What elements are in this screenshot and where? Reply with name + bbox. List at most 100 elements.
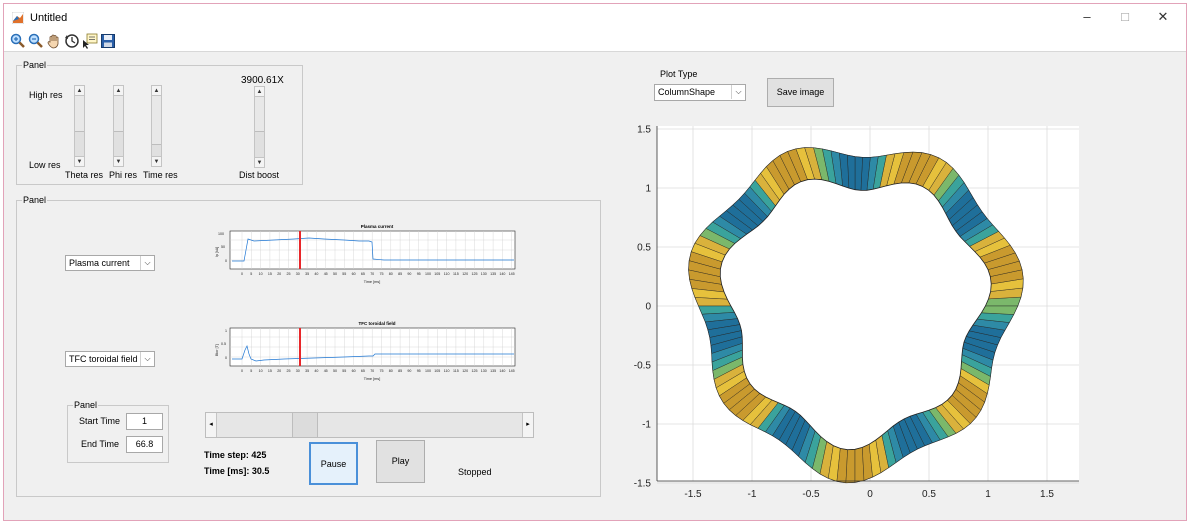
x-tick: 40	[314, 369, 318, 373]
slider-thumb[interactable]	[292, 413, 318, 437]
y-tick: 0	[645, 302, 651, 313]
y-tick: 1	[645, 184, 651, 195]
x-tick: 110	[444, 369, 450, 373]
slider-down-arrow-icon[interactable]: ▼	[114, 156, 123, 166]
start-time-label: Start Time	[79, 416, 121, 426]
x-tick: 40	[314, 272, 318, 276]
time-res-label: Time res	[143, 170, 178, 180]
y-tick: 100	[218, 232, 224, 236]
x-tick: 5	[250, 369, 252, 373]
x-tick: 55	[342, 369, 346, 373]
x-tick: 125	[472, 272, 478, 276]
dist-boost-label: Dist boost	[239, 170, 280, 180]
y-tick: 50	[221, 245, 225, 249]
end-time-input[interactable]: 66.8	[126, 436, 163, 453]
y-tick: 0.5	[637, 243, 651, 254]
x-tick: 10	[259, 272, 263, 276]
signal-select-2[interactable]: TFC toroidal field ⌵	[65, 351, 155, 367]
x-tick: 0.5	[922, 489, 936, 500]
x-tick: 120	[462, 369, 468, 373]
x-tick: 130	[481, 369, 487, 373]
signal-select-1[interactable]: Plasma current ⌵	[65, 255, 155, 271]
main-panel: Panel Plasma current ⌵ TFC toroidal fiel…	[16, 195, 601, 497]
surface-patch	[981, 305, 1019, 315]
x-tick: 20	[277, 272, 281, 276]
save-image-button[interactable]: Save image	[767, 78, 834, 107]
slider-up-arrow-icon[interactable]: ▲	[152, 86, 161, 96]
x-tick: 25	[287, 369, 291, 373]
start-time-input[interactable]: 1	[126, 413, 163, 430]
low-res-label: Low res	[29, 160, 61, 170]
x-tick: 30	[296, 272, 300, 276]
end-time-label: End Time	[81, 439, 120, 449]
chevron-down-icon: ⌵	[140, 256, 154, 270]
chevron-down-icon: ⌵	[140, 352, 154, 366]
theta-res-slider[interactable]: ▲ ▼	[74, 85, 85, 167]
minimize-button[interactable]: –	[1083, 9, 1091, 24]
slider-up-arrow-icon[interactable]: ▲	[114, 86, 123, 96]
matlab-icon	[12, 12, 24, 24]
time-slider[interactable]: ◂ ▸	[205, 412, 534, 438]
data-cursor-icon[interactable]	[82, 33, 98, 49]
maximize-button[interactable]: □	[1121, 9, 1129, 24]
status-text: Stopped	[458, 467, 492, 477]
y-tick: 1	[225, 329, 227, 333]
phi-res-label: Phi res	[109, 170, 138, 180]
time-range-panel: Panel Start Time 1 End Time 66.8	[67, 400, 169, 463]
x-tick: 0	[867, 489, 873, 500]
y-tick: -1	[642, 420, 651, 431]
toolbar	[4, 30, 1186, 52]
time-res-slider[interactable]: ▲ ▼	[151, 85, 162, 167]
x-tick: 125	[472, 369, 478, 373]
x-tick: 30	[296, 369, 300, 373]
x-tick: -1.5	[684, 489, 702, 500]
plot-type-select[interactable]: ColumnShape ⌵	[654, 84, 746, 101]
slider-down-arrow-icon[interactable]: ▼	[152, 156, 161, 166]
chart-title: TFC toroidal field	[359, 321, 396, 326]
x-tick: 5	[250, 272, 252, 276]
zoom-out-icon[interactable]	[28, 33, 44, 49]
window-title: Untitled	[30, 12, 68, 24]
select-value: Plasma current	[69, 258, 130, 268]
rotate-icon[interactable]	[64, 33, 80, 49]
y-tick: 0	[225, 356, 227, 360]
x-tick: 70	[370, 369, 374, 373]
y-axis-label: Ip [kA]	[215, 247, 219, 257]
panel-title: Panel	[22, 60, 48, 70]
slider-up-arrow-icon[interactable]: ▲	[75, 86, 84, 96]
y-tick: -1.5	[634, 479, 652, 490]
close-button[interactable]: ✕	[1157, 9, 1169, 24]
slider-left-arrow-icon[interactable]: ◂	[206, 413, 217, 437]
y-tick: 0	[225, 259, 227, 263]
plot-type-label: Plot Type	[660, 69, 698, 79]
dist-boost-slider[interactable]: ▲ ▼	[254, 86, 265, 168]
pan-icon[interactable]	[46, 33, 62, 49]
plasma-current-line	[232, 237, 514, 262]
x-tick: 95	[417, 369, 421, 373]
x-tick: 20	[277, 369, 281, 373]
slider-right-arrow-icon[interactable]: ▸	[522, 413, 533, 437]
x-tick: 80	[389, 369, 393, 373]
x-tick: 70	[370, 272, 374, 276]
chart-title: Plasma current	[361, 224, 394, 229]
high-res-label: High res	[29, 90, 63, 100]
x-tick: 95	[417, 272, 421, 276]
x-tick: 1	[985, 489, 991, 500]
save-icon[interactable]	[100, 33, 116, 49]
x-tick: 25	[287, 272, 291, 276]
pause-button[interactable]: Pause	[309, 442, 358, 485]
x-tick: 90	[407, 369, 411, 373]
slider-up-arrow-icon[interactable]: ▲	[255, 87, 264, 97]
phi-res-slider[interactable]: ▲ ▼	[113, 85, 124, 167]
resolution-panel: Panel High res Low res ▲ ▼ Theta res ▲ ▼…	[16, 60, 303, 185]
plasma-current-chart: Plasma current 0 5 10 15 20 25 30 35 40 45 50 55 60 6…	[215, 224, 516, 284]
slider-down-arrow-icon[interactable]: ▼	[255, 157, 264, 167]
x-tick: -1	[748, 489, 757, 500]
slider-down-arrow-icon[interactable]: ▼	[75, 156, 84, 166]
x-tick: 100	[425, 272, 431, 276]
x-tick: 45	[324, 272, 328, 276]
x-tick: 90	[407, 272, 411, 276]
zoom-in-icon[interactable]	[10, 33, 26, 49]
x-tick: 145	[509, 272, 515, 276]
play-button[interactable]: Play	[376, 440, 425, 483]
